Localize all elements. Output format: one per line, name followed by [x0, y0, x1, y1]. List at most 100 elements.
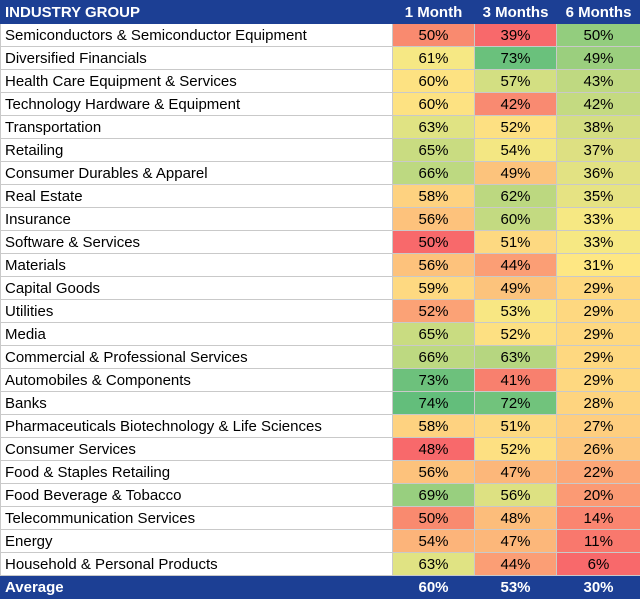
value-6-months: 28%: [557, 392, 640, 415]
value-3-months: 39%: [475, 24, 557, 47]
header-3-months: 3 Months: [475, 1, 557, 24]
industry-name: Food Beverage & Tobacco: [1, 484, 393, 507]
value-6-months: 20%: [557, 484, 640, 507]
value-6-months: 31%: [557, 254, 640, 277]
header-row: INDUSTRY GROUP 1 Month 3 Months 6 Months: [1, 1, 640, 24]
value-1-month: 73%: [393, 369, 475, 392]
value-1-month: 60%: [393, 70, 475, 93]
industry-name: Technology Hardware & Equipment: [1, 93, 393, 116]
value-1-month: 60%: [393, 93, 475, 116]
value-6-months: 11%: [557, 530, 640, 553]
average-label: Average: [1, 576, 393, 599]
industry-name: Health Care Equipment & Services: [1, 70, 393, 93]
industry-name: Energy: [1, 530, 393, 553]
value-6-months: 6%: [557, 553, 640, 576]
value-3-months: 52%: [475, 438, 557, 461]
industry-name: Telecommunication Services: [1, 507, 393, 530]
value-6-months: 42%: [557, 93, 640, 116]
value-6-months: 29%: [557, 346, 640, 369]
average-3-months: 53%: [475, 576, 557, 599]
value-6-months: 33%: [557, 208, 640, 231]
value-6-months: 22%: [557, 461, 640, 484]
value-1-month: 74%: [393, 392, 475, 415]
industry-name: Pharmaceuticals Biotechnology & Life Sci…: [1, 415, 393, 438]
value-3-months: 49%: [475, 277, 557, 300]
industry-name: Automobiles & Components: [1, 369, 393, 392]
value-3-months: 72%: [475, 392, 557, 415]
value-1-month: 56%: [393, 254, 475, 277]
header-6-months: 6 Months: [557, 1, 640, 24]
value-3-months: 73%: [475, 47, 557, 70]
value-1-month: 69%: [393, 484, 475, 507]
average-1-month: 60%: [393, 576, 475, 599]
industry-name: Consumer Durables & Apparel: [1, 162, 393, 185]
value-1-month: 66%: [393, 346, 475, 369]
industry-name: Retailing: [1, 139, 393, 162]
value-6-months: 49%: [557, 47, 640, 70]
value-3-months: 42%: [475, 93, 557, 116]
table-row: Pharmaceuticals Biotechnology & Life Sci…: [1, 415, 640, 438]
industry-name: Capital Goods: [1, 277, 393, 300]
value-6-months: 27%: [557, 415, 640, 438]
value-1-month: 48%: [393, 438, 475, 461]
value-6-months: 33%: [557, 231, 640, 254]
value-1-month: 59%: [393, 277, 475, 300]
value-6-months: 29%: [557, 369, 640, 392]
table-body: Semiconductors & Semiconductor Equipment…: [1, 24, 640, 576]
value-6-months: 35%: [557, 185, 640, 208]
value-3-months: 44%: [475, 254, 557, 277]
value-6-months: 29%: [557, 323, 640, 346]
value-3-months: 53%: [475, 300, 557, 323]
value-3-months: 60%: [475, 208, 557, 231]
value-6-months: 50%: [557, 24, 640, 47]
value-1-month: 65%: [393, 323, 475, 346]
industry-name: Food & Staples Retailing: [1, 461, 393, 484]
value-3-months: 51%: [475, 231, 557, 254]
value-6-months: 38%: [557, 116, 640, 139]
value-3-months: 44%: [475, 553, 557, 576]
value-1-month: 61%: [393, 47, 475, 70]
value-3-months: 51%: [475, 415, 557, 438]
industry-name: Utilities: [1, 300, 393, 323]
industry-name: Diversified Financials: [1, 47, 393, 70]
industry-name: Banks: [1, 392, 393, 415]
value-1-month: 63%: [393, 553, 475, 576]
industry-name: Real Estate: [1, 185, 393, 208]
value-1-month: 66%: [393, 162, 475, 185]
value-3-months: 47%: [475, 530, 557, 553]
value-3-months: 49%: [475, 162, 557, 185]
value-1-month: 63%: [393, 116, 475, 139]
value-3-months: 48%: [475, 507, 557, 530]
value-1-month: 50%: [393, 231, 475, 254]
industry-name: Household & Personal Products: [1, 553, 393, 576]
average-row: Average 60% 53% 30%: [1, 576, 640, 599]
industry-name: Semiconductors & Semiconductor Equipment: [1, 24, 393, 47]
value-6-months: 29%: [557, 277, 640, 300]
value-1-month: 52%: [393, 300, 475, 323]
industry-name: Consumer Services: [1, 438, 393, 461]
industry-name: Materials: [1, 254, 393, 277]
value-1-month: 54%: [393, 530, 475, 553]
industry-name: Commercial & Professional Services: [1, 346, 393, 369]
value-1-month: 50%: [393, 24, 475, 47]
table-row: Semiconductors & Semiconductor Equipment…: [1, 24, 640, 47]
value-1-month: 58%: [393, 415, 475, 438]
value-3-months: 52%: [475, 323, 557, 346]
